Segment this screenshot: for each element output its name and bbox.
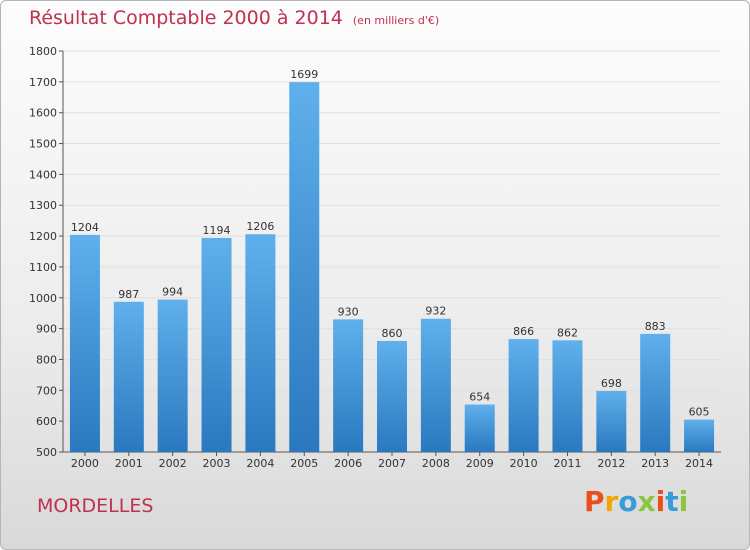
data-label: 883 xyxy=(645,320,666,333)
y-tick-label: 500 xyxy=(36,446,57,459)
data-label: 1206 xyxy=(246,220,274,233)
bar xyxy=(157,299,188,452)
x-tick-label: 2003 xyxy=(203,457,231,470)
bar xyxy=(508,339,539,452)
x-tick-label: 2013 xyxy=(641,457,669,470)
bar xyxy=(552,340,583,452)
data-label: 932 xyxy=(425,305,446,318)
y-tick-label: 1000 xyxy=(29,292,57,305)
x-tick-label: 2001 xyxy=(115,457,143,470)
x-tick-label: 2014 xyxy=(685,457,713,470)
logo-letter: i xyxy=(655,485,666,518)
bar xyxy=(377,340,407,452)
bar xyxy=(464,404,495,452)
city-name: MORDELLES xyxy=(37,495,154,517)
data-label: 654 xyxy=(469,390,490,403)
data-label: 1699 xyxy=(290,68,318,81)
x-tick-label: 2006 xyxy=(334,457,362,470)
y-tick-label: 1800 xyxy=(29,45,57,58)
x-tick-label: 2000 xyxy=(71,457,99,470)
bar xyxy=(596,390,627,452)
logo-letter: x xyxy=(637,485,656,518)
bar xyxy=(201,237,232,452)
data-label: 605 xyxy=(689,406,710,419)
x-tick-label: 2004 xyxy=(246,457,274,470)
x-tick-label: 2011 xyxy=(553,457,581,470)
x-tick-label: 2005 xyxy=(290,457,318,470)
x-tick-label: 2008 xyxy=(422,457,450,470)
data-label: 860 xyxy=(382,327,403,340)
data-label: 862 xyxy=(557,326,578,339)
y-tick-label: 900 xyxy=(36,323,57,336)
bar xyxy=(289,82,320,453)
x-tick-label: 2007 xyxy=(378,457,406,470)
data-label: 994 xyxy=(162,286,183,299)
logo-letter: i xyxy=(678,485,689,518)
logo-letter: r xyxy=(604,485,619,518)
x-tick-label: 2010 xyxy=(510,457,538,470)
y-tick-label: 1600 xyxy=(29,107,57,120)
data-label: 1204 xyxy=(71,221,99,234)
unit-label: (en milliers d'€) xyxy=(352,14,440,27)
x-tick-label: 2012 xyxy=(597,457,625,470)
y-tick-label: 1700 xyxy=(29,76,57,89)
y-tick-label: 700 xyxy=(36,384,57,397)
y-tick-label: 1500 xyxy=(29,138,57,151)
bar xyxy=(333,319,364,452)
bar xyxy=(640,333,671,452)
data-label: 1194 xyxy=(203,224,231,237)
data-label: 930 xyxy=(338,305,359,318)
y-tick-label: 1400 xyxy=(29,168,57,181)
x-tick-label: 2002 xyxy=(159,457,187,470)
y-tick-label: 800 xyxy=(36,353,57,366)
logo-letter: o xyxy=(618,485,638,518)
bar xyxy=(420,318,451,452)
chart-title: Résultat Comptable 2000 à 2014 (en millie… xyxy=(29,7,439,29)
proxiti-logo: Proxiti xyxy=(584,485,688,518)
y-tick-label: 1300 xyxy=(29,199,57,212)
bar xyxy=(245,234,276,452)
data-label: 866 xyxy=(513,325,534,338)
bar xyxy=(69,234,100,452)
logo-letter: t xyxy=(665,485,679,518)
data-label: 987 xyxy=(118,288,139,301)
bar xyxy=(113,301,144,452)
x-tick-label: 2009 xyxy=(466,457,494,470)
y-tick-label: 1100 xyxy=(29,261,57,274)
data-label: 698 xyxy=(601,377,622,390)
title-text: Résultat Comptable 2000 à 2014 xyxy=(29,7,343,29)
y-tick-label: 600 xyxy=(36,415,57,428)
y-tick-label: 1200 xyxy=(29,230,57,243)
logo-letter: P xyxy=(584,485,605,518)
bar xyxy=(684,419,715,452)
